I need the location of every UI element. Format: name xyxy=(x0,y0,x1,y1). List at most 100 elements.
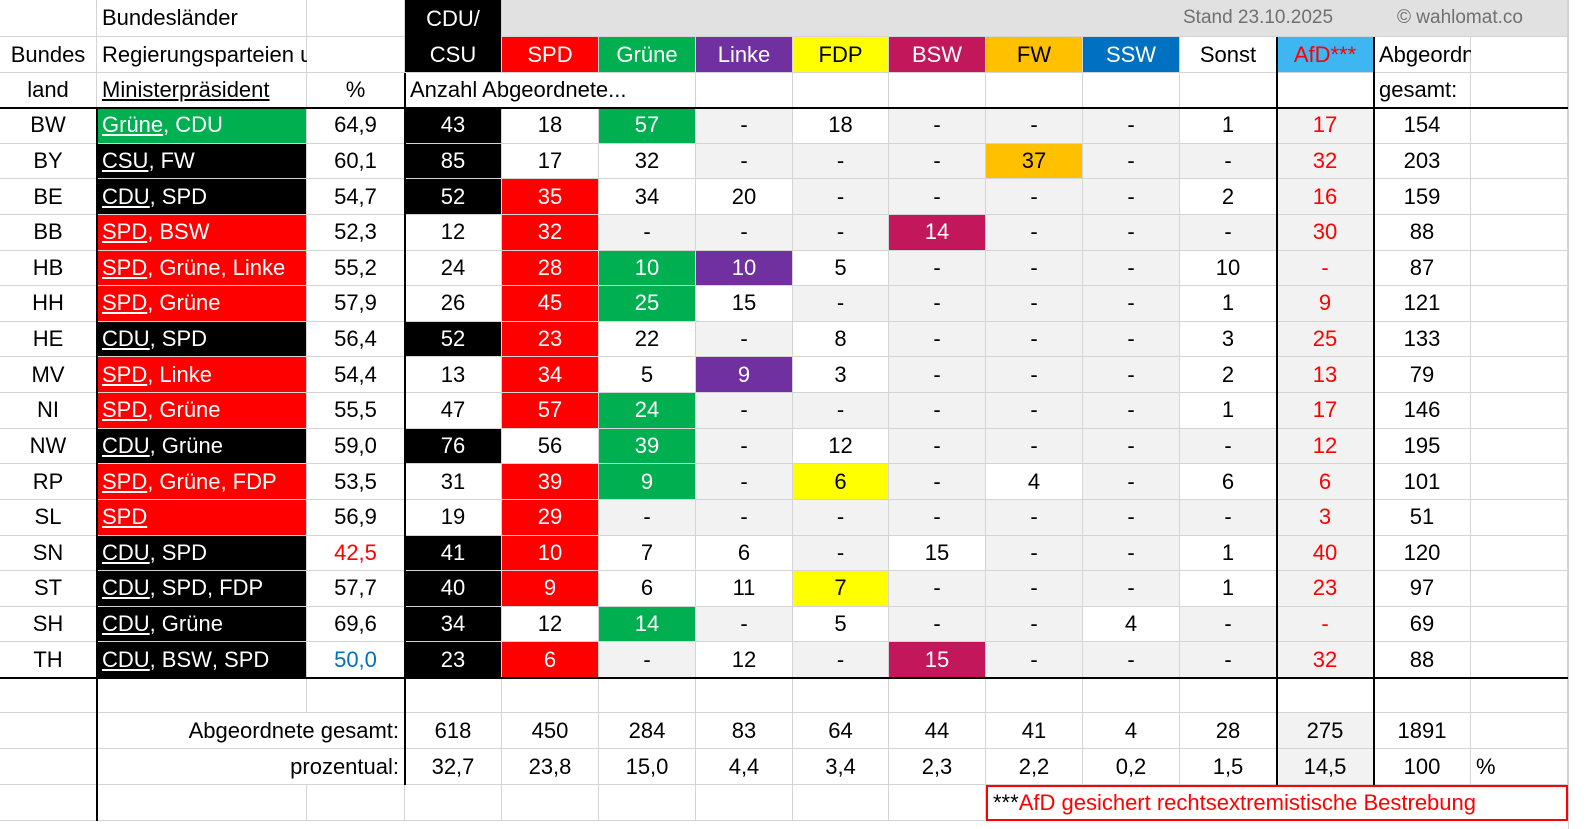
seat-count: - xyxy=(986,286,1083,322)
separator: , xyxy=(163,112,170,138)
state-code-text: RP xyxy=(32,468,64,494)
seat-count: 20 xyxy=(696,179,793,215)
seat-count: 10 xyxy=(599,250,696,287)
seat-count-text: 13 xyxy=(1312,361,1338,387)
header-cell: Bundesländer xyxy=(97,0,307,37)
seat-count-text: 43 xyxy=(440,112,466,138)
header-cell-text: Regierungsparteien und xyxy=(102,41,337,67)
coalition-party: CDU xyxy=(102,646,150,672)
seat-count: 32 xyxy=(599,143,696,180)
coalition-party: SPD xyxy=(102,290,148,316)
header-cell-text: Anzahl Abgeordnete... xyxy=(410,77,627,102)
seat-count-text: 5 xyxy=(834,611,847,637)
state-code: HE xyxy=(0,321,97,358)
seat-count-text: 10 xyxy=(537,539,563,565)
sum-total: 100 xyxy=(1374,749,1471,785)
row-total: 88 xyxy=(1374,214,1471,251)
blank xyxy=(889,73,986,108)
seat-count-text: 28 xyxy=(537,254,563,280)
seat-count: 18 xyxy=(793,108,889,144)
percentage: 55,5 xyxy=(307,393,405,429)
seat-count-text: - xyxy=(1127,539,1135,565)
row-total-text: 51 xyxy=(1409,504,1435,530)
coalition-party: Grüne xyxy=(159,468,221,494)
seat-count-text: 32 xyxy=(1312,147,1338,173)
party-header-text: Sonst xyxy=(1199,41,1257,67)
sum-value-text: 4,4 xyxy=(728,753,760,779)
sum-value: 4 xyxy=(1083,713,1180,749)
seat-count: 18 xyxy=(502,108,599,144)
seat-count: - xyxy=(793,214,889,251)
seat-count: - xyxy=(986,535,1083,572)
state-code-text: TH xyxy=(33,646,63,672)
seat-count-text: - xyxy=(836,539,845,565)
seat-count-text: - xyxy=(1030,290,1038,316)
percentage: 54,4 xyxy=(307,357,405,393)
state-code-text: BB xyxy=(33,219,63,245)
seat-count: - xyxy=(1083,393,1180,429)
percentage-text: 57,9 xyxy=(334,290,377,316)
seat-count: - xyxy=(696,393,793,429)
seat-count-text: - xyxy=(836,646,845,672)
seat-count: 10 xyxy=(502,535,599,572)
seat-count-text: 37 xyxy=(1021,147,1047,173)
unit: % xyxy=(1471,749,1568,785)
header-cell: gesamt: xyxy=(1374,73,1471,108)
seat-count: - xyxy=(696,428,793,465)
sum-label: Abgeordnete gesamt: xyxy=(97,713,405,749)
seat-count: 14 xyxy=(599,606,696,643)
seat-count-text: 17 xyxy=(1312,397,1338,423)
sum-total-text: 100 xyxy=(1403,753,1441,779)
row-total-text: 87 xyxy=(1409,254,1435,280)
seat-count-text: - xyxy=(740,504,748,530)
seat-count-text: 76 xyxy=(440,432,466,458)
seat-count-text: 11 xyxy=(732,575,756,601)
seat-count-text: 23 xyxy=(440,646,466,672)
seat-count: 2 xyxy=(1180,179,1277,215)
coalition-party: CDU xyxy=(102,326,150,352)
coalition-party: Linke xyxy=(232,254,286,280)
state-code: SL xyxy=(0,499,97,536)
seat-count: 3 xyxy=(793,357,889,393)
seat-count-text: - xyxy=(933,432,941,458)
seat-count-text: 52 xyxy=(440,326,466,352)
seat-count: 2 xyxy=(1180,357,1277,393)
sum-value-text: 4 xyxy=(1124,717,1138,743)
percentage: 59,0 xyxy=(307,428,405,465)
coalition: CDU, Grüne xyxy=(97,606,307,643)
state-code: NI xyxy=(0,393,97,429)
seat-count-text: - xyxy=(933,468,941,494)
seat-count: - xyxy=(1180,499,1277,536)
seat-count: 22 xyxy=(599,321,696,358)
seat-count: - xyxy=(793,499,889,536)
seat-count-text: 23 xyxy=(1312,575,1338,601)
seat-count: 17 xyxy=(502,143,599,180)
blank xyxy=(405,678,502,713)
seat-count: 35 xyxy=(502,179,599,215)
seat-count-text: 16 xyxy=(1312,183,1338,209)
seat-count-text: 57 xyxy=(537,397,563,423)
header-cell-text: % xyxy=(345,77,366,102)
sum-total: 1891 xyxy=(1374,713,1471,749)
blank xyxy=(1471,179,1568,215)
seat-count: - xyxy=(696,464,793,500)
separator: , xyxy=(211,646,219,672)
seat-count-text: 39 xyxy=(634,432,660,458)
header-cell: % xyxy=(307,73,405,108)
row-total-text: 133 xyxy=(1403,326,1441,352)
header-cell: Abgeordnete xyxy=(1374,37,1505,73)
seat-count-text: 5 xyxy=(640,361,654,387)
seat-count-text: - xyxy=(1030,575,1038,601)
seat-count: - xyxy=(986,499,1083,536)
sum-value-text: 618 xyxy=(434,717,472,743)
coalition-party: CDU xyxy=(102,611,150,637)
coalition-party: Grüne xyxy=(159,254,221,280)
coalition-party: SPD xyxy=(102,504,148,530)
seat-count-text: 9 xyxy=(640,468,654,494)
row-total: 121 xyxy=(1374,286,1471,322)
seat-count: - xyxy=(599,499,696,536)
seat-count-text: 3 xyxy=(1318,504,1332,530)
seat-count-text: 6 xyxy=(737,539,751,565)
blank xyxy=(793,678,889,713)
seat-count: - xyxy=(1180,214,1277,251)
